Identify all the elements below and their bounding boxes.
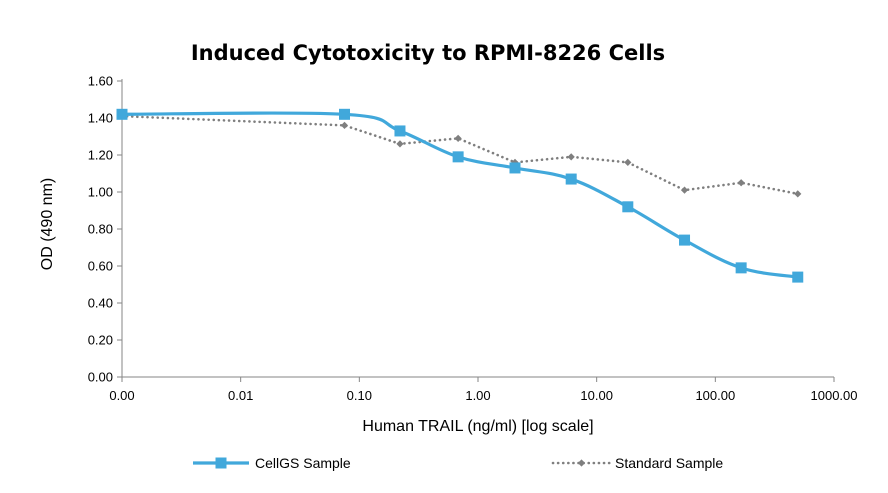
x-tick-label: 1000.00: [811, 388, 858, 403]
legend-marker: [577, 459, 586, 467]
data-point: [624, 158, 632, 166]
data-point: [454, 134, 462, 142]
x-tick-label: 1.00: [465, 388, 490, 403]
data-point: [737, 179, 745, 187]
series-cellgs-sample: [116, 108, 804, 283]
data-point: [394, 125, 406, 137]
x-axis-label: Human TRAIL (ng/ml) [log scale]: [362, 418, 593, 435]
data-point: [792, 271, 804, 283]
x-tick-label: 0.00: [109, 388, 134, 403]
y-tick-label: 0.60: [88, 259, 113, 274]
data-point: [509, 162, 521, 174]
data-point: [116, 108, 128, 120]
data-point: [794, 190, 802, 198]
legend-item-standard-sample: Standard Sample: [551, 455, 723, 471]
y-tick-label: 0.80: [88, 222, 113, 237]
data-point: [622, 201, 634, 213]
y-axis-label: OD (490 nm): [39, 178, 56, 270]
y-tick-label: 1.00: [88, 185, 113, 200]
legend: CellGS Sample Standard Sample: [193, 455, 723, 471]
y-tick-label: 0.20: [88, 333, 113, 348]
y-tick-label: 0.00: [88, 370, 113, 385]
data-point: [567, 153, 575, 161]
x-tick-label: 10.00: [580, 388, 613, 403]
data-point: [452, 151, 464, 163]
y-tick-label: 1.60: [88, 74, 113, 89]
data-point: [340, 121, 349, 129]
data-point: [735, 262, 747, 274]
axes: [121, 79, 834, 378]
plot-area: [116, 108, 804, 283]
y-axis-ticks: 0.00 0.20 0.40 0.60 0.80 1.00 1.20 1.40 1.60: [88, 74, 122, 385]
legend-item-cellgs-sample: CellGS Sample: [193, 455, 351, 471]
x-axis-ticks: 0.00 0.01 0.10 1.00 10.00 100.00 1000.00: [109, 377, 858, 403]
x-tick-label: 0.01: [228, 388, 253, 403]
y-tick-label: 0.40: [88, 296, 113, 311]
series-standard-sample: [118, 112, 802, 198]
y-tick-label: 1.40: [88, 111, 113, 126]
data-point: [679, 234, 691, 246]
legend-marker: [215, 457, 227, 469]
legend-label: Standard Sample: [615, 455, 723, 471]
chart-title: Induced Cytotoxicity to RPMI-8226 Cells: [191, 41, 665, 65]
data-point: [339, 108, 351, 120]
x-tick-label: 0.10: [347, 388, 372, 403]
y-tick-label: 1.20: [88, 148, 113, 163]
data-point: [396, 140, 404, 148]
data-point: [565, 173, 577, 185]
legend-label: CellGS Sample: [255, 455, 351, 471]
x-tick-label: 100.00: [695, 388, 735, 403]
data-point: [680, 186, 689, 194]
series-line: [120, 114, 800, 196]
